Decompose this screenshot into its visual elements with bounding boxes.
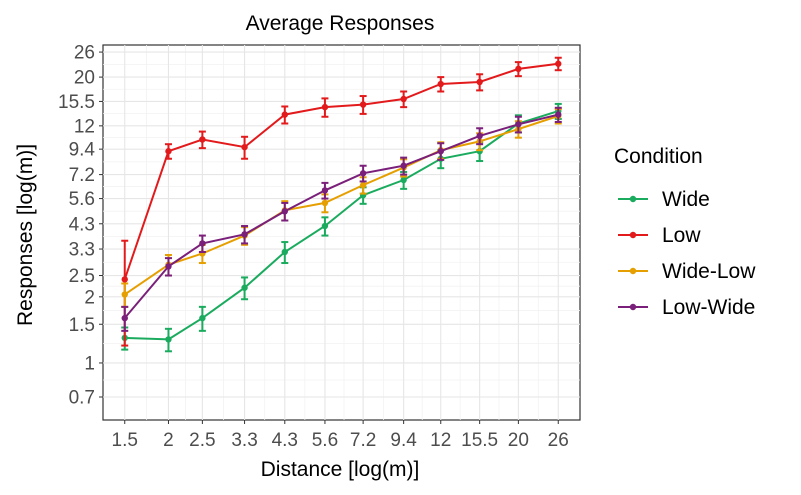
data-point [199,314,206,322]
x-tick-label: 12 [430,430,451,451]
data-point [321,187,329,194]
data-point [281,208,288,215]
y-tick-label: 4.3 [69,214,95,235]
y-axis-title: Responses [log(m)] [14,144,37,326]
data-point [281,111,288,118]
data-point [281,248,288,256]
data-point [321,103,329,111]
data-point [321,199,329,207]
series-line [124,110,559,341]
legend-item: Wide [618,188,710,211]
data-point [165,263,172,270]
legend-item: Low-Wide [618,296,755,319]
grid-lines [103,45,580,420]
x-tick-label: 26 [548,430,569,451]
series-wide [121,102,562,353]
x-tick-label: 3.3 [231,430,257,451]
data-point [321,222,329,230]
y-tick-label: 26 [74,43,95,64]
data-point [165,148,172,155]
legend-key-point [629,303,637,311]
legend-key-point [629,267,637,275]
data-point [515,65,522,73]
legend-label: Wide [662,188,710,211]
y-axis-ticks: 0.7 1 1.5 22.5 3.3 4.3 5.6 7.2 9.4 12 15.5 20 26 [58,43,103,408]
data-point [437,80,444,88]
x-tick-label: 15.5 [461,430,498,451]
data-point [400,162,407,169]
x-axis-ticks: 1.5 2 2.5 3.3 4.3 5.6 7.2 9.4 12 15.5 20 26 [112,420,569,451]
y-tick-label: 20 [74,68,95,89]
data-point [400,176,407,184]
data-point [241,284,248,291]
y-tick-label: 1 [84,353,95,374]
data-point [515,121,522,128]
legend-item: Low [618,224,701,247]
y-tick-label: 0.7 [69,387,95,408]
y-tick-label: 15.5 [58,92,95,113]
x-tick-label: 7.2 [350,430,376,451]
x-tick-label: 20 [508,430,529,451]
series-layer [121,56,562,353]
plot-panel [102,44,581,421]
y-tick-label: 2 [84,287,95,308]
series-line [123,62,559,280]
data-point [555,60,562,67]
series-line [124,115,559,296]
data-point [199,136,206,143]
y-tick-label: 2.5 [69,266,95,287]
legend-key-point [629,195,637,203]
y-tick-label: 3.3 [69,240,95,261]
data-point [165,336,172,343]
data-point [121,314,128,322]
data-point [121,276,128,283]
data-point [476,78,483,86]
legend-label: Low [662,224,701,247]
data-point [476,132,483,140]
x-tick-label: 1.5 [112,430,138,451]
x-tick-label: 4.3 [272,430,298,451]
data-point [555,111,562,118]
x-tick-label: 5.6 [312,430,338,451]
legend: Condition Wide Low Wide-Low Low-Wide [614,145,756,319]
series-line [123,113,559,319]
data-point [437,148,444,155]
data-point [359,181,367,189]
data-point [359,170,367,177]
legend-label: Wide-Low [662,260,756,283]
legend-item: Wide-Low [618,260,756,283]
x-tick-label: 9.4 [390,430,417,451]
series-low-wide [121,106,562,332]
x-axis-title: Distance [log(m)] [261,458,420,481]
data-point [121,291,128,298]
y-tick-label: 1.5 [69,315,95,336]
y-tick-label: 7.2 [69,165,95,186]
data-point [241,143,248,151]
legend-title: Condition [614,145,703,168]
x-tick-label: 2 [163,430,174,451]
legend-label: Low-Wide [662,296,755,319]
x-tick-label: 2.5 [189,430,215,451]
data-point [199,240,206,247]
legend-key-point [629,231,637,239]
y-tick-label: 9.4 [69,140,96,161]
data-point [241,231,248,238]
data-point [359,101,367,108]
y-tick-label: 12 [74,116,95,137]
y-tick-label: 5.6 [69,189,95,210]
data-point [400,95,407,103]
chart-title: Average Responses [246,12,435,35]
